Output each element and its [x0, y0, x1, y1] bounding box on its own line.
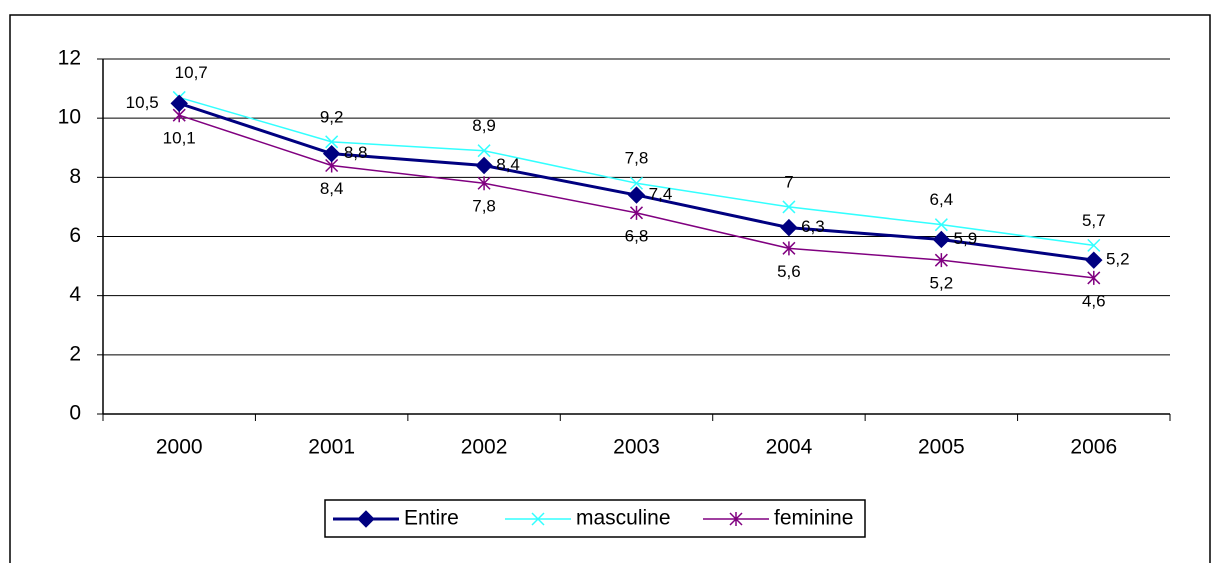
legend-label[interactable]: feminine	[774, 507, 853, 530]
data-label: 7	[784, 172, 793, 191]
data-label: 8,4	[320, 179, 344, 198]
y-tick-label: 0	[69, 402, 81, 425]
data-label: 6,4	[930, 190, 954, 209]
data-label: 4,6	[1082, 291, 1106, 310]
point	[477, 144, 491, 158]
data-label: 7,8	[625, 149, 649, 168]
y-tick-label: 12	[58, 47, 81, 70]
data-label: 10,7	[175, 63, 208, 82]
x-tick-label: 2001	[308, 436, 355, 459]
point	[475, 156, 493, 175]
data-label: 8,8	[344, 143, 368, 162]
point	[934, 218, 948, 232]
data-label: 6,3	[801, 217, 825, 236]
data-label: 10,5	[126, 93, 159, 112]
point	[477, 176, 491, 191]
y-tick-label: 2	[69, 342, 81, 365]
y-tick-label: 4	[69, 283, 81, 306]
data-label: 5,6	[777, 262, 801, 281]
point	[782, 241, 796, 256]
x-tick-label: 2005	[918, 436, 965, 459]
y-tick-label: 10	[58, 106, 81, 129]
point	[1085, 251, 1103, 269]
data-label: 8,9	[472, 116, 496, 135]
point	[629, 176, 644, 190]
point	[627, 186, 646, 204]
point	[934, 253, 948, 268]
legend-marker	[357, 510, 375, 528]
point	[1087, 270, 1101, 285]
point	[325, 135, 339, 149]
legend-label[interactable]: masculine	[576, 507, 671, 530]
data-label: 5,2	[930, 274, 954, 293]
x-tick-label: 2000	[156, 436, 203, 459]
point	[322, 144, 341, 163]
legend-marker	[729, 512, 743, 526]
data-label: 5,7	[1082, 211, 1106, 230]
point	[170, 94, 188, 113]
data-label: 7,4	[649, 185, 673, 204]
data-label: 6,8	[625, 226, 649, 245]
data-label: 7,8	[472, 197, 496, 216]
point	[780, 218, 798, 237]
series-line	[179, 96, 1094, 247]
chart-border	[9, 14, 1211, 563]
point	[932, 230, 951, 249]
point	[1087, 238, 1101, 252]
data-label: 10,1	[163, 129, 196, 148]
x-tick-label: 2002	[461, 436, 508, 459]
data-label: 5,2	[1106, 250, 1130, 269]
x-tick-label: 2004	[766, 436, 813, 459]
x-tick-label: 2003	[613, 436, 660, 459]
y-tick-label: 6	[69, 224, 81, 247]
legend	[324, 499, 866, 538]
legend-marker	[531, 512, 545, 526]
data-label: 5,9	[954, 229, 978, 248]
point	[629, 205, 644, 220]
legend-label[interactable]: Entire	[404, 507, 459, 530]
x-tick-label: 2006	[1070, 436, 1117, 459]
point	[782, 200, 796, 214]
y-tick-label: 8	[69, 165, 81, 188]
data-label: 9,2	[320, 107, 344, 126]
data-label: 8,4	[496, 155, 520, 174]
